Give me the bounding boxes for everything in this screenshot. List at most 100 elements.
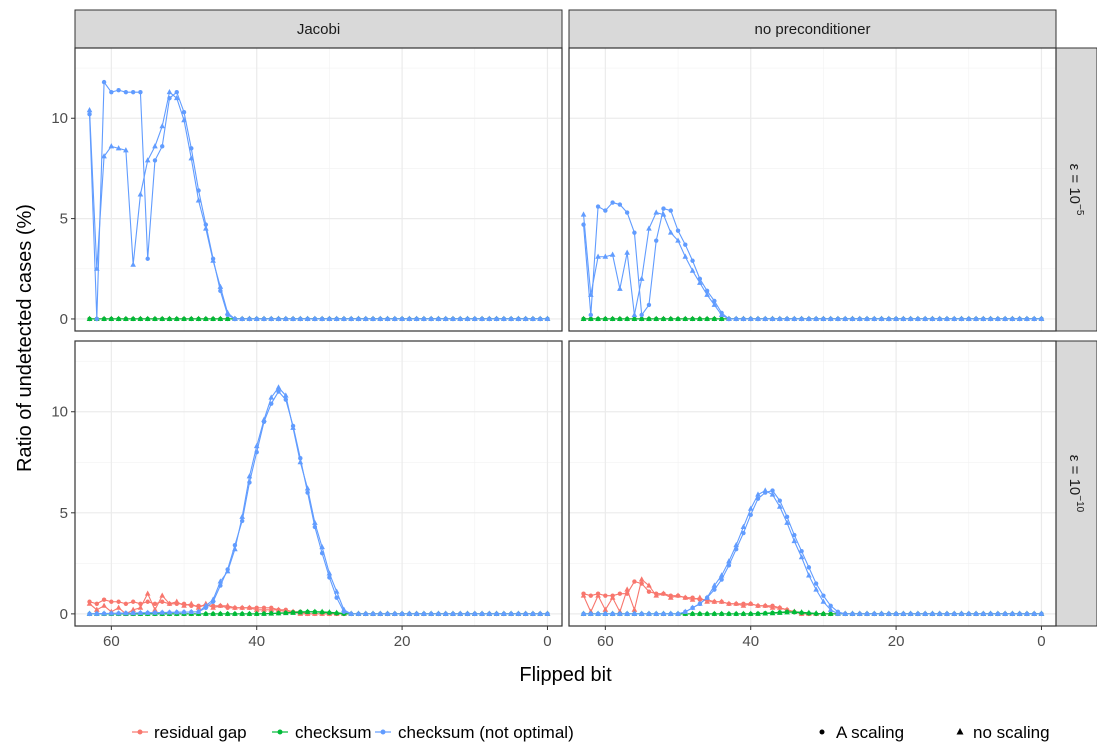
data-point bbox=[821, 593, 826, 598]
data-point bbox=[261, 416, 267, 422]
data-point bbox=[667, 594, 674, 600]
data-point bbox=[711, 315, 718, 321]
data-point bbox=[181, 110, 187, 115]
data-point bbox=[312, 608, 318, 614]
panel-border bbox=[568, 47, 1057, 332]
data-point bbox=[711, 610, 718, 616]
legend-label-a-scaling: A scaling bbox=[836, 723, 904, 742]
data-point bbox=[740, 315, 747, 321]
data-point bbox=[856, 610, 863, 616]
data-point bbox=[276, 389, 281, 394]
series-line bbox=[88, 91, 548, 320]
data-point bbox=[486, 315, 493, 321]
data-point bbox=[595, 315, 601, 321]
y-axis-title: Ratio of undetected cases (%) bbox=[14, 204, 36, 472]
data-point bbox=[355, 610, 362, 616]
data-point bbox=[203, 610, 209, 616]
data-point bbox=[253, 606, 260, 612]
data-point bbox=[1038, 610, 1045, 616]
data-point bbox=[457, 315, 464, 321]
data-point bbox=[145, 599, 150, 604]
data-point bbox=[232, 315, 238, 321]
data-point bbox=[145, 256, 150, 261]
data-point bbox=[1024, 610, 1030, 616]
panel-background bbox=[569, 48, 1056, 331]
data-point bbox=[733, 600, 739, 606]
data-point bbox=[820, 610, 827, 616]
data-point bbox=[936, 610, 943, 616]
data-point bbox=[667, 315, 674, 321]
data-point bbox=[493, 315, 500, 321]
data-point bbox=[406, 315, 413, 321]
data-point bbox=[304, 608, 311, 614]
data-point bbox=[86, 600, 93, 606]
data-point bbox=[690, 258, 695, 263]
data-point bbox=[856, 315, 863, 321]
strip-label-jacobi: Jacobi bbox=[297, 21, 340, 38]
x-tick-label: 60 bbox=[597, 633, 614, 650]
data-point bbox=[813, 315, 819, 321]
data-point bbox=[689, 267, 696, 273]
data-point bbox=[849, 610, 856, 616]
data-point bbox=[609, 315, 616, 321]
data-point bbox=[769, 315, 776, 321]
data-point bbox=[580, 315, 587, 321]
data-point bbox=[399, 610, 405, 616]
data-point bbox=[799, 549, 804, 554]
data-point bbox=[958, 315, 965, 321]
data-point bbox=[828, 603, 833, 608]
data-point bbox=[588, 291, 594, 297]
data-point bbox=[798, 315, 805, 321]
data-point bbox=[217, 602, 224, 608]
data-point bbox=[973, 610, 979, 616]
legend-item-checksum-not-optimal: checksum (not optimal) bbox=[375, 723, 574, 742]
series-line bbox=[583, 489, 1042, 615]
data-point bbox=[144, 590, 151, 596]
data-point bbox=[435, 610, 442, 616]
data-point bbox=[515, 610, 522, 616]
data-point bbox=[210, 596, 216, 602]
data-point bbox=[544, 610, 551, 616]
data-point bbox=[334, 595, 339, 600]
data-point bbox=[835, 610, 841, 616]
data-point bbox=[203, 225, 209, 231]
data-point bbox=[806, 565, 812, 570]
data-point bbox=[682, 253, 689, 259]
data-point bbox=[712, 298, 717, 304]
data-point bbox=[130, 89, 136, 95]
row-strip-eps-1e-10: ε = 10−10 bbox=[1055, 340, 1097, 627]
data-point bbox=[704, 315, 710, 321]
data-point bbox=[522, 610, 529, 616]
data-point bbox=[152, 158, 158, 163]
data-point bbox=[668, 208, 673, 213]
data-point bbox=[682, 608, 689, 614]
data-point bbox=[1038, 315, 1045, 321]
data-point bbox=[580, 211, 587, 217]
data-point bbox=[704, 594, 710, 600]
data-point bbox=[471, 610, 478, 616]
data-point bbox=[646, 315, 652, 321]
data-point bbox=[312, 315, 318, 321]
data-point bbox=[115, 610, 122, 616]
data-point bbox=[108, 143, 115, 149]
data-point bbox=[595, 610, 601, 616]
data-point bbox=[980, 610, 987, 616]
data-point bbox=[224, 610, 231, 616]
data-point bbox=[108, 315, 115, 321]
y-tick-label: 5 bbox=[60, 505, 68, 522]
data-point bbox=[661, 206, 666, 211]
data-point bbox=[617, 315, 623, 321]
data-point bbox=[224, 315, 231, 321]
data-point bbox=[747, 600, 754, 606]
data-point bbox=[275, 315, 282, 321]
data-point bbox=[137, 315, 144, 321]
data-point bbox=[871, 315, 878, 321]
data-point bbox=[203, 602, 209, 608]
data-point bbox=[864, 315, 870, 321]
data-point bbox=[94, 316, 100, 322]
data-point bbox=[995, 315, 1001, 321]
data-point bbox=[726, 315, 732, 321]
data-point bbox=[508, 315, 514, 321]
data-point bbox=[776, 503, 783, 509]
data-point bbox=[123, 601, 129, 606]
